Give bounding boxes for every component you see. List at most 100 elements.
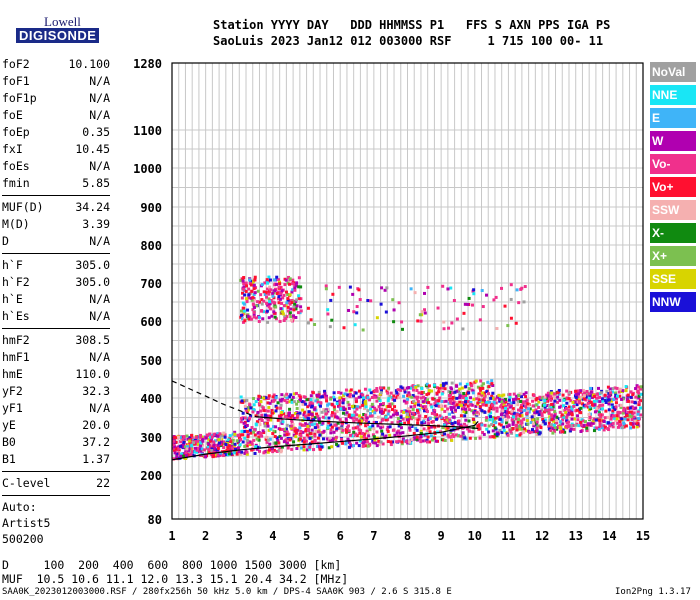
- echo-point: [634, 387, 638, 391]
- echo-point: [544, 408, 548, 412]
- echo-point: [349, 444, 353, 448]
- param-row: fxI 10.45: [2, 141, 110, 158]
- echo-point: [256, 289, 260, 293]
- echo-point: [379, 391, 383, 395]
- echo-point: [631, 412, 635, 416]
- echo-point: [304, 439, 308, 443]
- echo-point: [298, 422, 302, 426]
- echo-point: [494, 295, 498, 299]
- echo-point: [215, 453, 219, 457]
- echo-point: [540, 414, 544, 418]
- echo-point: [284, 317, 288, 321]
- echo-point: [341, 428, 345, 432]
- echo-point: [359, 429, 363, 433]
- echo-point: [302, 445, 306, 449]
- echo-point: [187, 442, 191, 446]
- echo-point: [489, 415, 493, 419]
- param-row: foEp 0.35: [2, 124, 110, 141]
- param-row: fmin 5.85: [2, 175, 110, 192]
- echo-point: [256, 431, 260, 435]
- echo-point: [302, 436, 306, 440]
- legend-item-x: X+: [650, 246, 696, 266]
- echo-point: [491, 417, 495, 421]
- legend-item-nne: NNE: [650, 85, 696, 105]
- echo-point: [401, 431, 405, 435]
- echo-point: [400, 327, 404, 331]
- echo-point: [573, 400, 577, 404]
- echo-point: [483, 410, 487, 414]
- echo-point: [453, 404, 457, 408]
- echo-point: [384, 415, 388, 419]
- echo-point: [636, 410, 640, 414]
- echo-point: [368, 428, 372, 432]
- echo-point: [243, 436, 247, 440]
- echo-point: [246, 435, 250, 439]
- echo-point: [242, 282, 246, 286]
- echo-point: [290, 301, 294, 305]
- echo-point: [616, 421, 620, 425]
- echo-point: [172, 457, 176, 461]
- param-value: N/A: [89, 108, 110, 122]
- echo-point: [274, 425, 278, 429]
- y-tick-label: 1000: [133, 162, 162, 176]
- param-row: yF2 32.3: [2, 383, 110, 400]
- echo-point: [212, 433, 216, 437]
- echo-point: [288, 407, 292, 411]
- echo-point: [447, 435, 451, 439]
- echo-point: [419, 429, 423, 433]
- echo-point: [425, 382, 429, 386]
- echo-point: [342, 394, 346, 398]
- echo-point: [248, 416, 252, 420]
- echo-point: [241, 400, 245, 404]
- echo-point: [502, 403, 506, 407]
- echo-point: [330, 438, 334, 442]
- echo-point: [240, 399, 244, 403]
- echo-point: [421, 390, 425, 394]
- echo-point: [614, 401, 618, 405]
- echo-point: [244, 408, 248, 412]
- echo-point: [325, 399, 329, 403]
- echo-point: [254, 422, 258, 426]
- echo-point: [252, 292, 256, 296]
- echo-point: [402, 410, 406, 414]
- echo-point: [335, 442, 339, 446]
- echo-point: [433, 412, 437, 416]
- echo-point: [333, 423, 337, 427]
- echo-point: [265, 278, 269, 282]
- echo-point: [264, 422, 268, 426]
- echo-point: [455, 403, 459, 407]
- echo-point: [358, 431, 362, 435]
- echo-point: [241, 277, 245, 281]
- echo-point: [531, 422, 535, 426]
- echo-point: [437, 399, 441, 403]
- echo-point: [588, 423, 592, 427]
- echo-point: [488, 435, 492, 439]
- echo-point: [607, 392, 611, 396]
- echo-point: [286, 416, 290, 420]
- echo-point: [356, 425, 360, 429]
- echo-point: [464, 394, 468, 398]
- echo-point: [268, 401, 272, 405]
- echo-point: [455, 389, 459, 393]
- param-row: foF1p N/A: [2, 90, 110, 107]
- echo-point: [596, 392, 600, 396]
- echo-point: [293, 286, 297, 290]
- param-separator: [2, 471, 110, 475]
- echo-point: [441, 382, 445, 386]
- echo-point: [519, 409, 523, 413]
- echo-point: [239, 278, 243, 282]
- echo-point: [323, 389, 327, 393]
- echo-point: [362, 412, 366, 416]
- echo-point: [375, 430, 379, 434]
- echo-point: [306, 424, 310, 428]
- echo-point: [322, 408, 326, 412]
- echo-point: [440, 386, 444, 390]
- echo-point: [203, 453, 207, 457]
- echo-point: [539, 426, 543, 430]
- echo-point: [509, 316, 513, 320]
- echo-point: [607, 408, 611, 412]
- echo-point: [235, 450, 239, 454]
- echo-point: [249, 414, 253, 418]
- echo-point: [245, 423, 249, 427]
- echo-point: [607, 398, 611, 402]
